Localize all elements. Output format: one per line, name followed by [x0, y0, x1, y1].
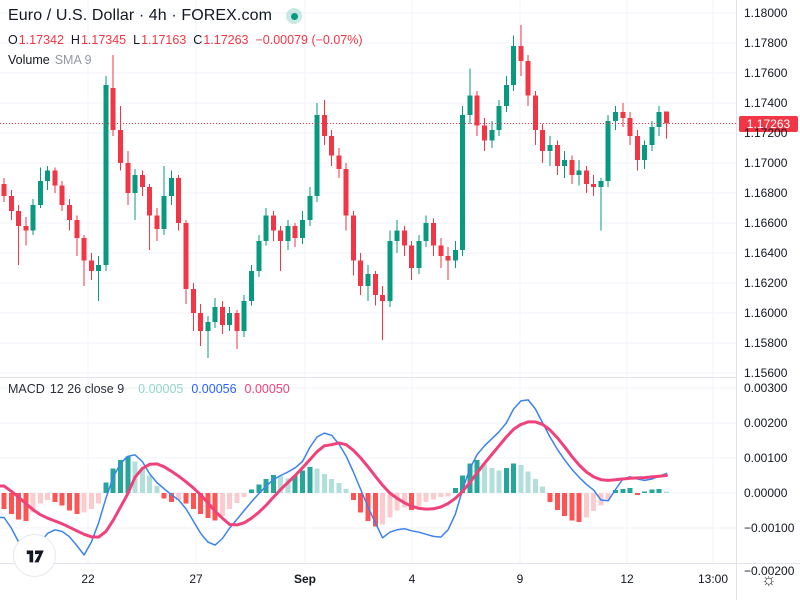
- tradingview-logo-glyph: [26, 550, 44, 562]
- ohlc-row: O1.17342 H1.17345 L1.17163 C1.17263 −0.00079…: [8, 33, 370, 47]
- macd-axis-label: 0.00100: [744, 451, 788, 465]
- close-value: 1.17263: [203, 33, 249, 47]
- price-axis[interactable]: 1.17263 ☼ 1.18000 1.17800 1.17600 1.17400 1.…: [736, 0, 800, 600]
- market-open-dot-icon: [290, 12, 298, 20]
- symbol-title-row: Euro / U.S. Dollar · 4h · FOREX.com: [8, 5, 370, 27]
- price-axis-label: 1.15600: [744, 366, 788, 380]
- macd-axis-label: 0.00200: [744, 416, 788, 430]
- macd-indicator-row[interactable]: MACD 12 26 close 9 0.00005 0.00056 0.00050: [8, 382, 290, 396]
- time-axis-label: 22: [81, 572, 95, 586]
- change-value: −0.00079 (−0.07%): [255, 33, 363, 47]
- time-axis-label: 13:00: [697, 572, 729, 586]
- macd-params: 12 26 close 9: [49, 382, 125, 396]
- time-axis-label: 4: [408, 572, 416, 586]
- macd-axis-label: 0.00000: [744, 486, 788, 500]
- low-label: L: [133, 33, 141, 47]
- tradingview-logo[interactable]: [13, 534, 56, 577]
- close-label: C: [193, 33, 203, 47]
- price-axis-label: 1.15800: [744, 336, 788, 350]
- price-axis-label: 1.17000: [744, 156, 788, 170]
- high-label: H: [70, 33, 80, 47]
- price-axis-label: 1.17200: [744, 126, 788, 140]
- time-axis-label: 12: [620, 572, 634, 586]
- price-axis-label: 1.16000: [744, 306, 788, 320]
- market-status-icon[interactable]: [286, 8, 303, 24]
- sun-icon[interactable]: ☼: [761, 570, 777, 589]
- macd-hist-value: 0.00005: [138, 382, 184, 396]
- volume-indicator-row[interactable]: Volume SMA 9: [8, 53, 370, 67]
- time-axis-label: 27: [189, 572, 203, 586]
- price-axis-label: 1.16200: [744, 276, 788, 290]
- high-value: 1.17345: [80, 33, 127, 47]
- price-axis-label: 1.17600: [744, 66, 788, 80]
- symbol-title[interactable]: Euro / U.S. Dollar · 4h · FOREX.com: [8, 7, 273, 24]
- macd-axis-label: −0.00100: [744, 521, 795, 535]
- time-axis-label: 9: [516, 572, 524, 586]
- volume-sma-label: SMA 9: [54, 53, 92, 67]
- volume-label: Volume: [8, 53, 50, 67]
- price-axis-label: 1.18000: [744, 6, 788, 20]
- macd-axis-label: 0.00300: [744, 381, 788, 395]
- time-axis[interactable]: 22 27 Sep 4 9 12 13:00: [0, 563, 736, 600]
- macd-signal-value: 0.00050: [244, 382, 290, 396]
- macd-label: MACD: [8, 382, 45, 396]
- last-price-badge: 1.17263: [739, 115, 798, 132]
- price-axis-label: 1.16800: [744, 186, 788, 200]
- price-axis-label: 1.17800: [744, 36, 788, 50]
- open-value: 1.17342: [18, 33, 64, 47]
- price-axis-label: 1.16400: [744, 246, 788, 260]
- open-label: O: [8, 33, 18, 47]
- macd-line-value: 0.00056: [191, 382, 237, 396]
- axis-corner-divider: [737, 563, 800, 564]
- time-axis-label: Sep: [293, 572, 317, 586]
- price-macd-chart[interactable]: [0, 0, 736, 563]
- low-value: 1.17163: [141, 33, 187, 47]
- price-axis-label: 1.17400: [744, 96, 788, 110]
- chart-header: Euro / U.S. Dollar · 4h · FOREX.com O1.1…: [8, 5, 370, 67]
- price-axis-label: 1.16600: [744, 216, 788, 230]
- macd-axis-label: −0.00200: [744, 564, 795, 578]
